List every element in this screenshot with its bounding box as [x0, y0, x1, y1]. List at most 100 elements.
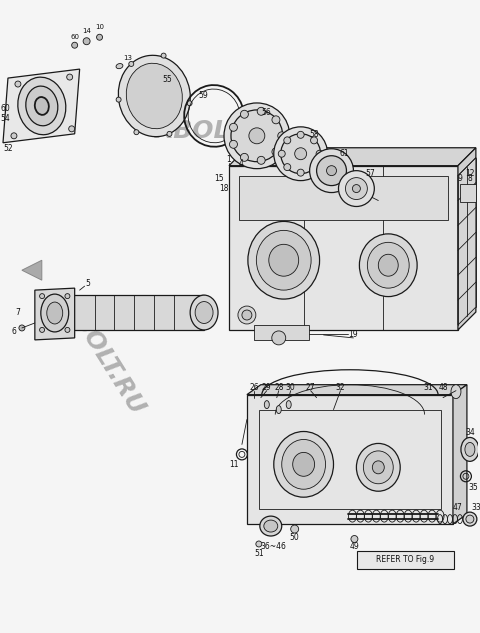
- Ellipse shape: [326, 166, 336, 175]
- Ellipse shape: [360, 234, 417, 297]
- Ellipse shape: [47, 302, 63, 324]
- Text: 60: 60: [0, 104, 10, 113]
- Text: 47: 47: [453, 503, 463, 511]
- Ellipse shape: [46, 295, 73, 330]
- Polygon shape: [229, 147, 476, 166]
- Ellipse shape: [256, 541, 262, 547]
- Text: 48: 48: [438, 383, 448, 392]
- Text: 14: 14: [82, 28, 91, 34]
- Text: 15: 15: [214, 174, 224, 183]
- Ellipse shape: [15, 81, 21, 87]
- Text: 57: 57: [365, 169, 375, 178]
- Ellipse shape: [238, 306, 256, 324]
- Text: 4: 4: [239, 159, 243, 168]
- Text: 10: 10: [95, 24, 104, 30]
- Ellipse shape: [118, 55, 190, 137]
- Ellipse shape: [72, 42, 78, 48]
- Ellipse shape: [284, 163, 291, 170]
- Ellipse shape: [451, 385, 461, 399]
- Text: 27: 27: [306, 383, 315, 392]
- Ellipse shape: [272, 116, 280, 124]
- Ellipse shape: [116, 97, 121, 102]
- Ellipse shape: [463, 512, 477, 526]
- Ellipse shape: [240, 110, 248, 118]
- Polygon shape: [60, 295, 204, 330]
- Ellipse shape: [272, 148, 280, 156]
- Text: 11: 11: [229, 460, 239, 469]
- Polygon shape: [229, 166, 458, 330]
- Text: 13: 13: [123, 55, 132, 61]
- Text: REFER TO Fig.9: REFER TO Fig.9: [376, 555, 434, 565]
- Ellipse shape: [264, 520, 278, 532]
- Ellipse shape: [466, 515, 474, 523]
- Ellipse shape: [190, 295, 218, 330]
- Text: 33: 33: [471, 503, 480, 511]
- Ellipse shape: [256, 230, 311, 290]
- Text: 19: 19: [348, 330, 358, 339]
- Ellipse shape: [278, 150, 285, 157]
- Ellipse shape: [257, 156, 265, 165]
- Ellipse shape: [284, 137, 291, 144]
- Text: 32: 32: [336, 383, 345, 392]
- Text: 30: 30: [286, 383, 296, 392]
- Ellipse shape: [338, 171, 374, 206]
- Ellipse shape: [363, 451, 393, 484]
- Ellipse shape: [229, 123, 238, 131]
- Ellipse shape: [465, 442, 475, 456]
- Ellipse shape: [269, 244, 299, 276]
- Ellipse shape: [249, 128, 265, 144]
- Text: 6: 6: [12, 327, 16, 336]
- Polygon shape: [254, 325, 309, 340]
- Text: 29: 29: [262, 383, 272, 392]
- Ellipse shape: [310, 149, 353, 192]
- Text: 58: 58: [310, 130, 319, 139]
- Ellipse shape: [295, 147, 307, 160]
- Polygon shape: [22, 260, 42, 280]
- Ellipse shape: [224, 103, 290, 168]
- Text: 12: 12: [465, 169, 475, 178]
- Ellipse shape: [65, 294, 70, 299]
- Text: 34: 34: [465, 428, 475, 437]
- Text: 8: 8: [468, 174, 472, 183]
- Ellipse shape: [352, 185, 360, 192]
- Ellipse shape: [274, 127, 327, 180]
- Ellipse shape: [282, 439, 325, 489]
- Ellipse shape: [461, 437, 479, 461]
- Text: 5: 5: [85, 279, 90, 287]
- Ellipse shape: [316, 150, 323, 157]
- Ellipse shape: [69, 126, 75, 132]
- Ellipse shape: [67, 74, 72, 80]
- Ellipse shape: [11, 133, 17, 139]
- Text: 1: 1: [227, 155, 231, 164]
- Ellipse shape: [18, 77, 66, 135]
- Ellipse shape: [311, 163, 317, 170]
- Ellipse shape: [242, 310, 252, 320]
- Ellipse shape: [167, 132, 172, 136]
- Polygon shape: [247, 385, 467, 394]
- Text: 35: 35: [468, 483, 478, 492]
- Ellipse shape: [41, 294, 69, 332]
- Text: 61: 61: [340, 149, 349, 158]
- Ellipse shape: [286, 401, 291, 408]
- Text: 9: 9: [457, 174, 462, 183]
- Text: 49: 49: [349, 542, 360, 551]
- Text: 36~46: 36~46: [261, 542, 287, 551]
- Ellipse shape: [264, 401, 269, 408]
- Ellipse shape: [195, 301, 213, 323]
- Text: 51: 51: [254, 549, 264, 558]
- Ellipse shape: [278, 132, 286, 140]
- Ellipse shape: [260, 516, 282, 536]
- Text: 28: 28: [274, 383, 284, 392]
- Text: 52: 52: [3, 144, 13, 153]
- Ellipse shape: [357, 444, 400, 491]
- Ellipse shape: [248, 222, 320, 299]
- Ellipse shape: [297, 169, 304, 176]
- Polygon shape: [22, 116, 42, 136]
- Ellipse shape: [291, 525, 299, 533]
- Ellipse shape: [126, 63, 182, 128]
- Text: 31: 31: [423, 383, 433, 392]
- Ellipse shape: [65, 327, 70, 332]
- Text: 26: 26: [249, 383, 259, 392]
- Ellipse shape: [161, 53, 166, 58]
- Ellipse shape: [83, 38, 90, 45]
